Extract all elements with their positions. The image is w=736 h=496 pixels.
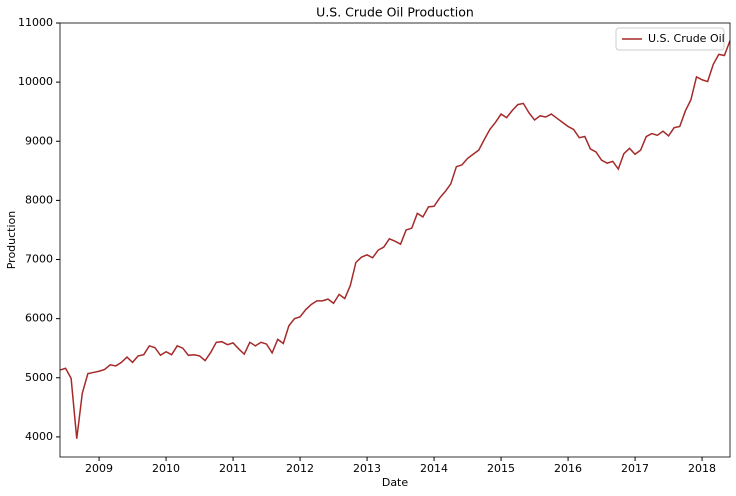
x-tick-label: 2016 (554, 462, 582, 475)
x-tick-label: 2012 (286, 462, 314, 475)
x-tick-label: 2010 (152, 462, 180, 475)
legend-label: U.S. Crude Oil (648, 32, 725, 45)
y-tick-label: 9000 (25, 134, 53, 147)
chart-title: U.S. Crude Oil Production (316, 5, 474, 20)
legend-box (615, 27, 725, 51)
x-axis-label: Date (382, 476, 409, 489)
x-tick-label: 2009 (85, 462, 113, 475)
x-tick-label: 2013 (353, 462, 381, 475)
plot-frame (59, 22, 731, 458)
y-tick-label: 5000 (25, 371, 53, 384)
y-tick-label: 8000 (25, 193, 53, 206)
x-tick-label: 2015 (487, 462, 515, 475)
y-tick-label: 6000 (25, 312, 53, 325)
y-tick-label: 7000 (25, 253, 53, 266)
line-series (59, 40, 731, 439)
x-tick-label: 2011 (219, 462, 247, 475)
x-tick-label: 2017 (621, 462, 649, 475)
y-tick-label: 11000 (18, 16, 53, 29)
y-tick-label: 4000 (25, 430, 53, 443)
y-axis-label: Production (5, 211, 18, 270)
x-tick-label: 2014 (420, 462, 448, 475)
x-tick-label: 2018 (688, 462, 716, 475)
y-tick-label: 10000 (18, 75, 53, 88)
